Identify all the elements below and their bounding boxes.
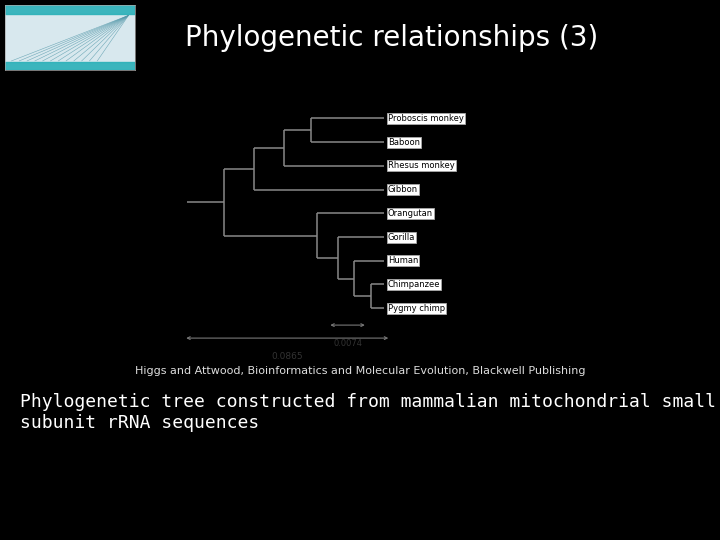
Text: Chimpanzee: Chimpanzee — [388, 280, 440, 289]
Text: Rhesus monkey: Rhesus monkey — [388, 161, 454, 170]
Text: Pygmy chimp: Pygmy chimp — [388, 303, 445, 313]
Text: Phylogenetic tree constructed from mammalian mitochondrial small
subunit rRNA se: Phylogenetic tree constructed from mamma… — [20, 393, 716, 432]
Text: Gorilla: Gorilla — [388, 233, 415, 241]
Text: Phylogenetic relationships (3): Phylogenetic relationships (3) — [185, 24, 598, 52]
Text: Higgs and Attwood, Bioinformatics and Molecular Evolution, Blackwell Publishing: Higgs and Attwood, Bioinformatics and Mo… — [135, 366, 585, 376]
Bar — [5, 62, 135, 70]
Text: 0.0865: 0.0865 — [271, 353, 303, 361]
Bar — [5, 5, 135, 14]
Text: Human: Human — [388, 256, 418, 265]
Text: Proboscis monkey: Proboscis monkey — [388, 114, 464, 123]
Text: Baboon: Baboon — [388, 138, 420, 147]
Text: Gibbon: Gibbon — [388, 185, 418, 194]
Text: Orangutan: Orangutan — [388, 209, 433, 218]
Text: 0.0074: 0.0074 — [333, 340, 362, 348]
